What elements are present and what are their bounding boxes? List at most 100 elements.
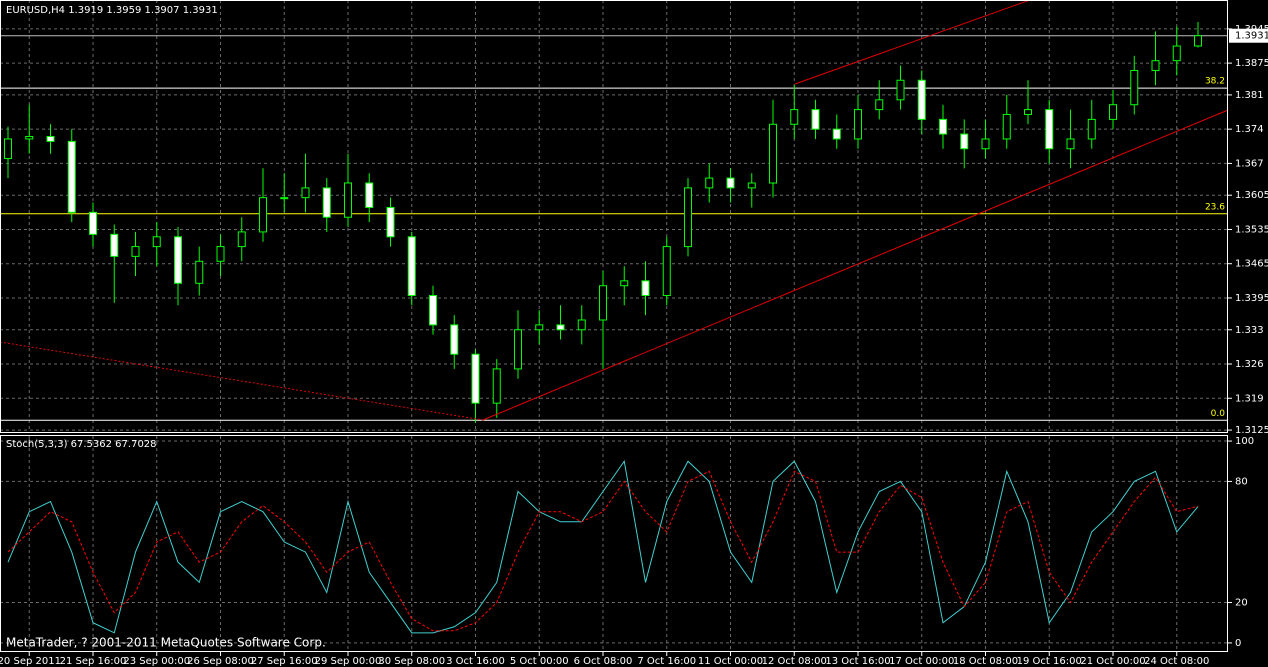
y-tick-label: 1.381 (1235, 90, 1264, 101)
x-tick-label: 5 Oct 00:00 (510, 656, 569, 667)
candle-body (301, 187, 310, 199)
price-tag-label: 1.3931 (1235, 31, 1268, 42)
candle-body (1087, 118, 1096, 140)
candle-body (917, 79, 926, 120)
candle-body (471, 353, 480, 404)
y-tick-label: 20 (1235, 598, 1248, 609)
y-tick-label: 1.3125 (1235, 425, 1268, 436)
x-tick-label: 11 Oct 00:00 (698, 656, 763, 667)
main-frame (0, 0, 1228, 433)
candle-body (344, 182, 352, 218)
candle-body (662, 246, 671, 297)
candle-body (854, 109, 862, 140)
candle-body (89, 211, 97, 235)
y-tick-label: 1.3605 (1235, 190, 1268, 201)
candle-body (1109, 104, 1117, 120)
candle-body (407, 236, 416, 297)
y-tick-label: 0 (1235, 638, 1241, 649)
candle-body (832, 128, 841, 140)
x-tick-label: 23 Sep 00:00 (123, 656, 190, 667)
stoch-line (7, 459, 1199, 634)
candle-body (365, 182, 374, 208)
x-tick-label: 17 Oct 00:00 (889, 656, 954, 667)
stoch-title: Stoch(5,3,3) 67.5362 67.7028 (6, 439, 157, 450)
candle-body (4, 138, 12, 160)
candle-body (556, 324, 565, 331)
x-tick-label: 21 Sep 16:00 (60, 656, 127, 667)
candle-body (981, 138, 990, 150)
fib-label: 38.2 (1205, 77, 1225, 87)
candle-body (939, 118, 947, 135)
x-tick-label: 19 Oct 16:00 (1017, 656, 1082, 667)
fib-label: 0.0 (1211, 409, 1226, 419)
candle-body (747, 182, 756, 189)
candle-body (1194, 35, 1202, 47)
candle-body (1151, 60, 1160, 71)
candle-body (514, 329, 522, 370)
y-tick-label: 80 (1235, 476, 1248, 487)
y-tick-label: 1.3535 (1235, 224, 1268, 235)
price-tag (1229, 28, 1268, 43)
candle-body (195, 260, 204, 284)
x-tick-label: 26 Sep 08:00 (187, 656, 254, 667)
candle-body (896, 79, 905, 101)
candle-body (216, 246, 225, 262)
x-tick-label: 20 Sep 2011 (0, 656, 61, 667)
trend-line (794, 0, 1031, 85)
candle-body (577, 319, 586, 331)
candle-body (769, 123, 777, 184)
y-tick-label: 1.374 (1235, 124, 1264, 135)
candle-body (131, 246, 140, 257)
x-tick-label: 21 Oct 00:00 (1080, 656, 1145, 667)
x-tick-label: 7 Oct 16:00 (637, 656, 696, 667)
candle-body (1002, 113, 1011, 140)
x-tick-label: 6 Oct 08:00 (574, 656, 633, 667)
candle-body (790, 109, 799, 125)
candle-body (1130, 69, 1139, 106)
chart-title: EURUSD,H4 1.3919 1.3959 1.3907 1.3931 (6, 5, 218, 16)
stoch-frame (0, 435, 1228, 652)
y-tick-label: 1.326 (1235, 359, 1264, 370)
candle-body (322, 187, 331, 218)
candle-body (620, 280, 629, 287)
trend-line (0, 341, 484, 421)
copyright: MetaTrader, ? 2001-2011 MetaQuotes Softw… (6, 636, 326, 650)
x-tick-label: 24 Oct 08:00 (1144, 656, 1209, 667)
y-tick-label: 1.333 (1235, 325, 1264, 336)
candle-body (67, 140, 76, 213)
x-tick-label: 29 Sep 00:00 (315, 656, 382, 667)
candle-body (450, 324, 459, 355)
candle-body (1066, 138, 1075, 150)
y-tick-label: 1.3875 (1235, 58, 1268, 69)
candle-body (1024, 109, 1032, 115)
y-tick-label: 100 (1235, 436, 1254, 447)
candle-body (641, 280, 650, 297)
y-tick-label: 1.367 (1235, 158, 1264, 169)
candle-body (259, 197, 267, 233)
candle-body (535, 324, 544, 331)
candle-body (237, 231, 246, 248)
candle-body (46, 136, 55, 142)
y-tick-label: 1.3465 (1235, 259, 1268, 270)
candle-body (684, 187, 692, 248)
candle-body (811, 109, 820, 130)
candle-body (110, 233, 119, 257)
candle-body (152, 236, 161, 248)
candle-body (1045, 109, 1054, 150)
x-tick-label: 18 Oct 08:00 (953, 656, 1018, 667)
trend-line (482, 109, 1229, 421)
candle-body (174, 236, 182, 284)
candle-body (875, 99, 884, 111)
stoch-line (7, 470, 1199, 632)
x-tick-label: 30 Sep 08:00 (378, 656, 445, 667)
y-tick-label: 1.3395 (1235, 293, 1268, 304)
x-tick-label: 13 Oct 16:00 (825, 656, 890, 667)
candle-body (280, 197, 289, 200)
candle-body (25, 136, 34, 140)
x-tick-label: 3 Oct 16:00 (446, 656, 505, 667)
candle-body (960, 133, 969, 150)
